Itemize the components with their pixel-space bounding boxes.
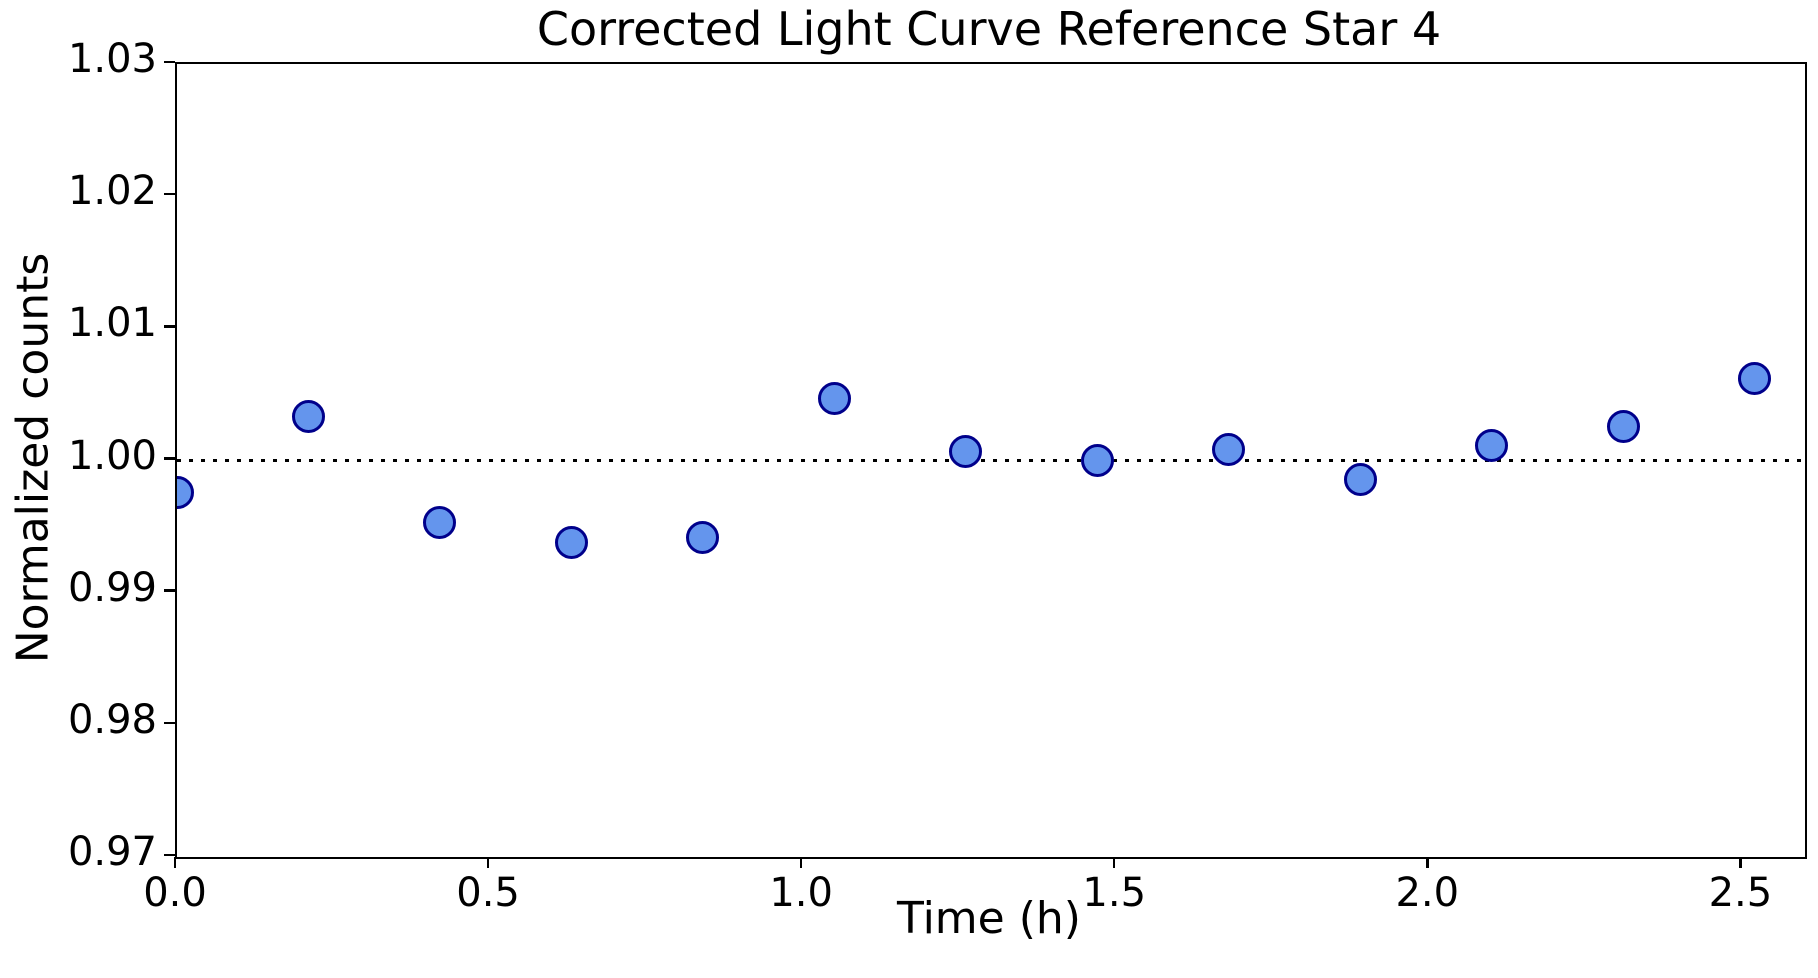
y-axis-tick-label: 0.99 — [67, 564, 157, 611]
y-axis-tick — [164, 589, 175, 592]
data-point — [423, 506, 457, 540]
y-axis-tick-label: 0.98 — [67, 696, 157, 743]
reference-line — [177, 459, 1805, 462]
y-axis-tick — [164, 853, 175, 857]
data-point — [554, 525, 588, 559]
x-axis-label: Time (h) — [897, 893, 1081, 944]
y-axis-tick — [164, 325, 175, 328]
data-point — [1343, 462, 1377, 496]
x-axis-tick — [1426, 857, 1429, 868]
x-axis-tick — [799, 857, 803, 868]
data-point — [1606, 409, 1640, 443]
data-point — [1738, 362, 1772, 396]
x-axis-tick-label: 1.5 — [1082, 870, 1147, 916]
y-axis-tick — [164, 60, 175, 64]
x-axis-tick-label: 2.5 — [1708, 870, 1773, 916]
y-axis-tick-label: 0.97 — [67, 829, 157, 875]
x-axis-tick — [486, 857, 490, 868]
x-axis-tick-label: 0.0 — [143, 870, 207, 916]
x-axis-tick — [1739, 857, 1742, 868]
data-point — [686, 520, 720, 554]
data-point — [1475, 429, 1509, 463]
x-axis-tick-label: 1.0 — [769, 870, 833, 916]
data-point — [817, 381, 851, 415]
data-point — [1080, 444, 1114, 477]
y-axis-tick — [164, 457, 175, 460]
x-axis-tick — [1112, 857, 1116, 868]
data-point — [1212, 433, 1246, 467]
x-axis-tick-label: 2.0 — [1395, 870, 1460, 916]
y-axis-tick-label: 1.02 — [67, 168, 157, 215]
data-point — [291, 400, 325, 434]
plot-area — [175, 62, 1807, 859]
y-axis-tick-label: 1.03 — [67, 36, 157, 82]
y-axis-tick-label: 1.01 — [67, 300, 157, 347]
x-axis-tick-label: 0.5 — [456, 870, 520, 916]
x-axis-tick — [173, 857, 177, 868]
y-axis-tick — [164, 192, 175, 196]
data-point — [949, 434, 983, 468]
chart-title: Corrected Light Curve Reference Star 4 — [536, 2, 1442, 56]
y-axis-tick-label: 1.00 — [67, 432, 157, 479]
y-axis-tick — [164, 721, 175, 725]
data-point — [177, 475, 194, 509]
y-axis-label: Normalized counts — [7, 252, 59, 664]
